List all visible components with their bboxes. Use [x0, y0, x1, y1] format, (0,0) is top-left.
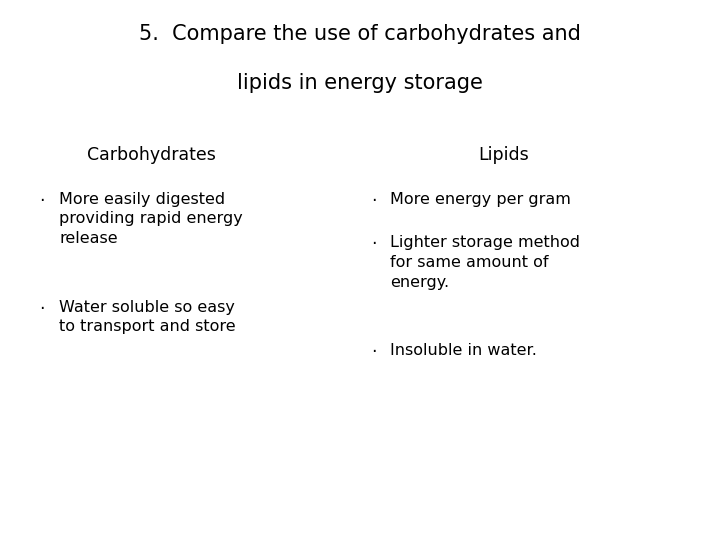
Text: Water soluble so easy
to transport and store: Water soluble so easy to transport and s… — [59, 300, 235, 334]
Text: Carbohydrates: Carbohydrates — [87, 146, 215, 164]
Text: Insoluble in water.: Insoluble in water. — [390, 343, 537, 358]
Text: ·: · — [371, 343, 377, 361]
Text: ·: · — [40, 192, 45, 210]
Text: ·: · — [371, 192, 377, 210]
Text: Lipids: Lipids — [479, 146, 529, 164]
Text: 5.  Compare the use of carbohydrates and: 5. Compare the use of carbohydrates and — [139, 24, 581, 44]
Text: More easily digested
providing rapid energy
release: More easily digested providing rapid ene… — [59, 192, 243, 246]
Text: ·: · — [40, 300, 45, 318]
Text: lipids in energy storage: lipids in energy storage — [237, 73, 483, 93]
Text: Lighter storage method
for same amount of
energy.: Lighter storage method for same amount o… — [390, 235, 580, 289]
Text: ·: · — [371, 235, 377, 253]
Text: More energy per gram: More energy per gram — [390, 192, 571, 207]
